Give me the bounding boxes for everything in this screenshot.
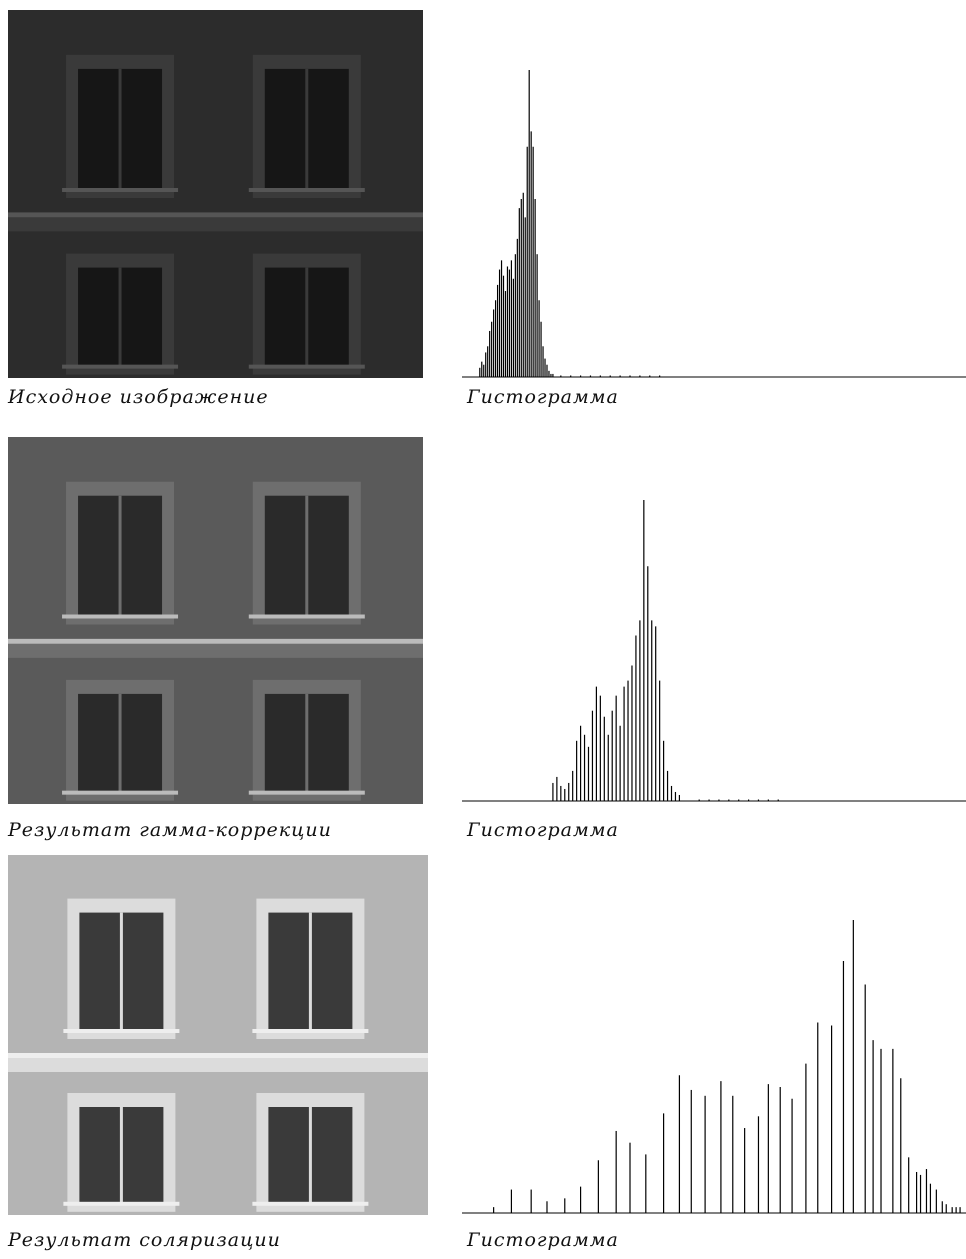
- sill: [249, 188, 365, 192]
- sill: [249, 365, 365, 369]
- sill: [62, 365, 178, 369]
- page: Исходное изображение Гистограмма Результ…: [0, 0, 966, 1259]
- cornice-shadow: [8, 1058, 428, 1072]
- histogram-caption: Гистограмма: [466, 819, 619, 841]
- sill: [252, 1029, 368, 1033]
- image-caption: Результат гамма-коррекции: [7, 819, 332, 841]
- histogram-caption: Гистограмма: [466, 386, 619, 408]
- cornice: [8, 212, 423, 217]
- cornice-shadow: [8, 644, 423, 658]
- sill: [249, 615, 365, 619]
- cornice-shadow: [8, 217, 423, 231]
- cornice: [8, 639, 423, 644]
- sill: [62, 791, 178, 795]
- histogram-caption: Гистограмма: [466, 1229, 619, 1251]
- sill: [252, 1202, 368, 1206]
- sill: [62, 188, 178, 192]
- sill: [249, 791, 365, 795]
- image-caption: Исходное изображение: [7, 386, 269, 408]
- image-caption: Результат соляризации: [7, 1229, 281, 1251]
- cornice: [8, 1053, 428, 1058]
- sill: [62, 615, 178, 619]
- figure: Исходное изображение Гистограмма Результ…: [0, 0, 966, 1259]
- sill: [63, 1202, 179, 1206]
- sill: [63, 1029, 179, 1033]
